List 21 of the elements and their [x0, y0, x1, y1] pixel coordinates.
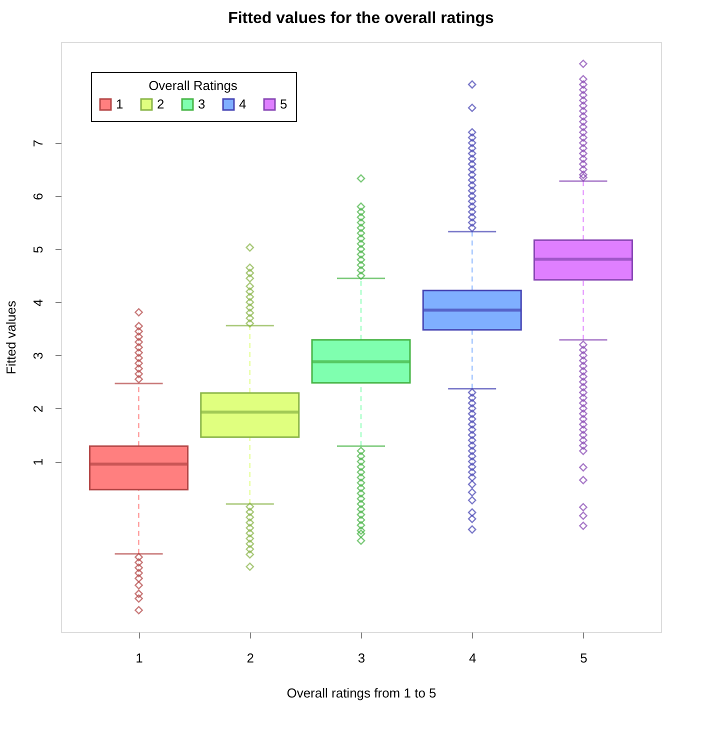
x-tick-label: 5: [580, 650, 588, 666]
legend-label: 4: [239, 96, 246, 112]
legend-label: 1: [116, 96, 124, 112]
y-tick-label: 4: [30, 299, 46, 306]
y-tick-label: 1: [30, 458, 46, 466]
legend-label: 5: [280, 96, 288, 112]
y-tick-label: 7: [30, 140, 46, 148]
chart-title: Fitted values for the overall ratings: [228, 10, 494, 27]
y-tick-label: 5: [30, 246, 46, 254]
x-tick-label: 4: [468, 650, 476, 666]
legend-label: 2: [157, 96, 164, 112]
legend-label: 3: [198, 96, 206, 112]
y-axis-title: Fitted values: [4, 300, 18, 374]
x-tick-label: 3: [358, 650, 366, 666]
y-tick-label: 6: [30, 192, 46, 200]
legend-title: Overall Ratings: [148, 78, 238, 93]
x-tick-label: 1: [136, 650, 143, 666]
x-tick-label: 2: [246, 650, 254, 666]
x-axis-title: Overall ratings from 1 to 5: [286, 686, 436, 700]
y-tick-label: 3: [30, 352, 46, 360]
y-tick-label: 2: [30, 405, 46, 413]
